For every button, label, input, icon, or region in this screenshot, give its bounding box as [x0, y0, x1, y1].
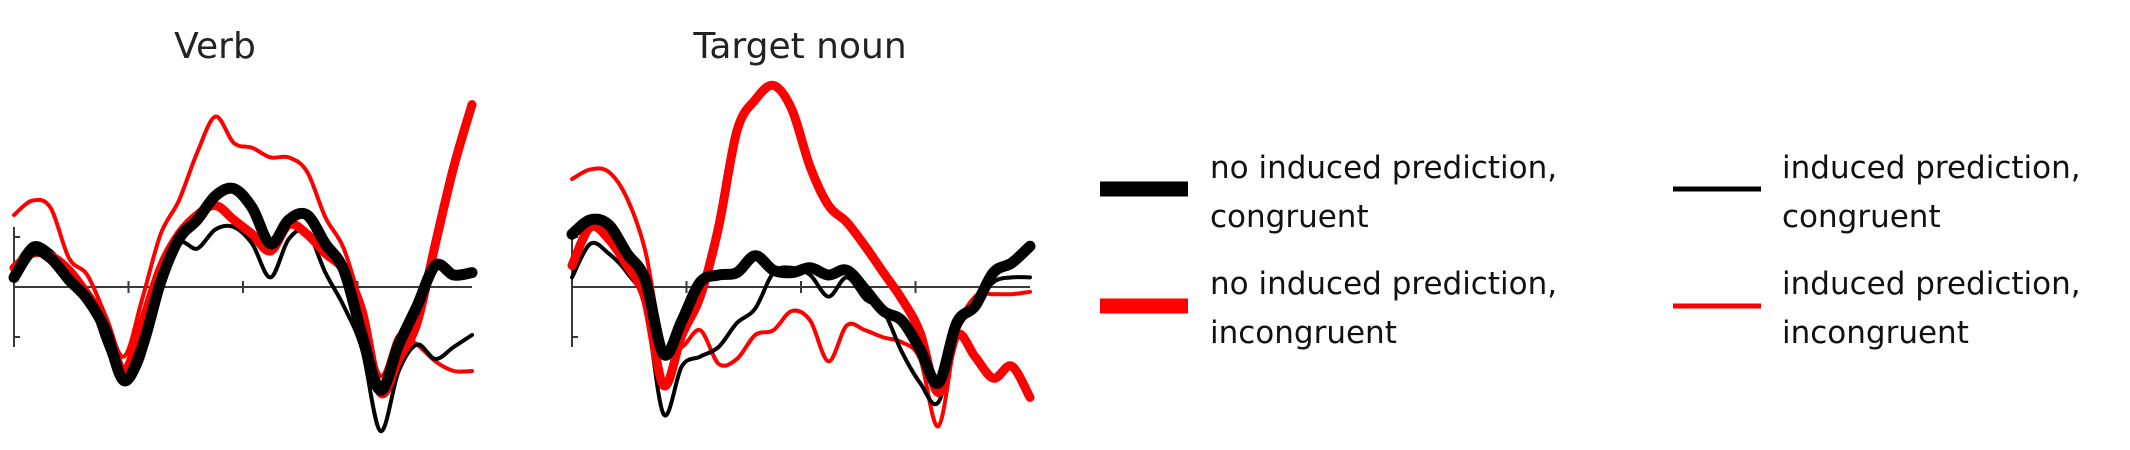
legend-label-induced-incongruent: induced prediction, incongruent — [1782, 266, 2090, 351]
legend-line: congruent — [1210, 199, 1369, 235]
panel-title-target-noun: Target noun — [692, 26, 906, 67]
legend-line: no induced prediction, — [1210, 150, 1557, 186]
legend-label-no-induced-congruent: no induced prediction, congruent — [1210, 150, 1567, 235]
legend-line: incongruent — [1210, 315, 1397, 351]
legend-line: incongruent — [1782, 315, 1969, 351]
trace-no-induced-congruent — [8, 182, 478, 396]
trace-no-induced-congruent — [566, 213, 1036, 389]
legend-line: no induced prediction, — [1210, 266, 1557, 302]
panel-title-verb: Verb — [174, 26, 256, 67]
legend: no induced prediction, congruent induced… — [1100, 150, 2090, 351]
legend-label-induced-congruent: induced prediction, congruent — [1782, 150, 2090, 235]
legend-line: induced prediction, — [1782, 150, 2081, 186]
target-noun-erp-plot — [566, 80, 1036, 429]
legend-line: induced prediction, — [1782, 266, 2081, 302]
verb-erp-plot — [8, 100, 478, 434]
legend-label-no-induced-incongruent: no induced prediction, incongruent — [1210, 266, 1567, 351]
legend-line: congruent — [1782, 199, 1941, 235]
